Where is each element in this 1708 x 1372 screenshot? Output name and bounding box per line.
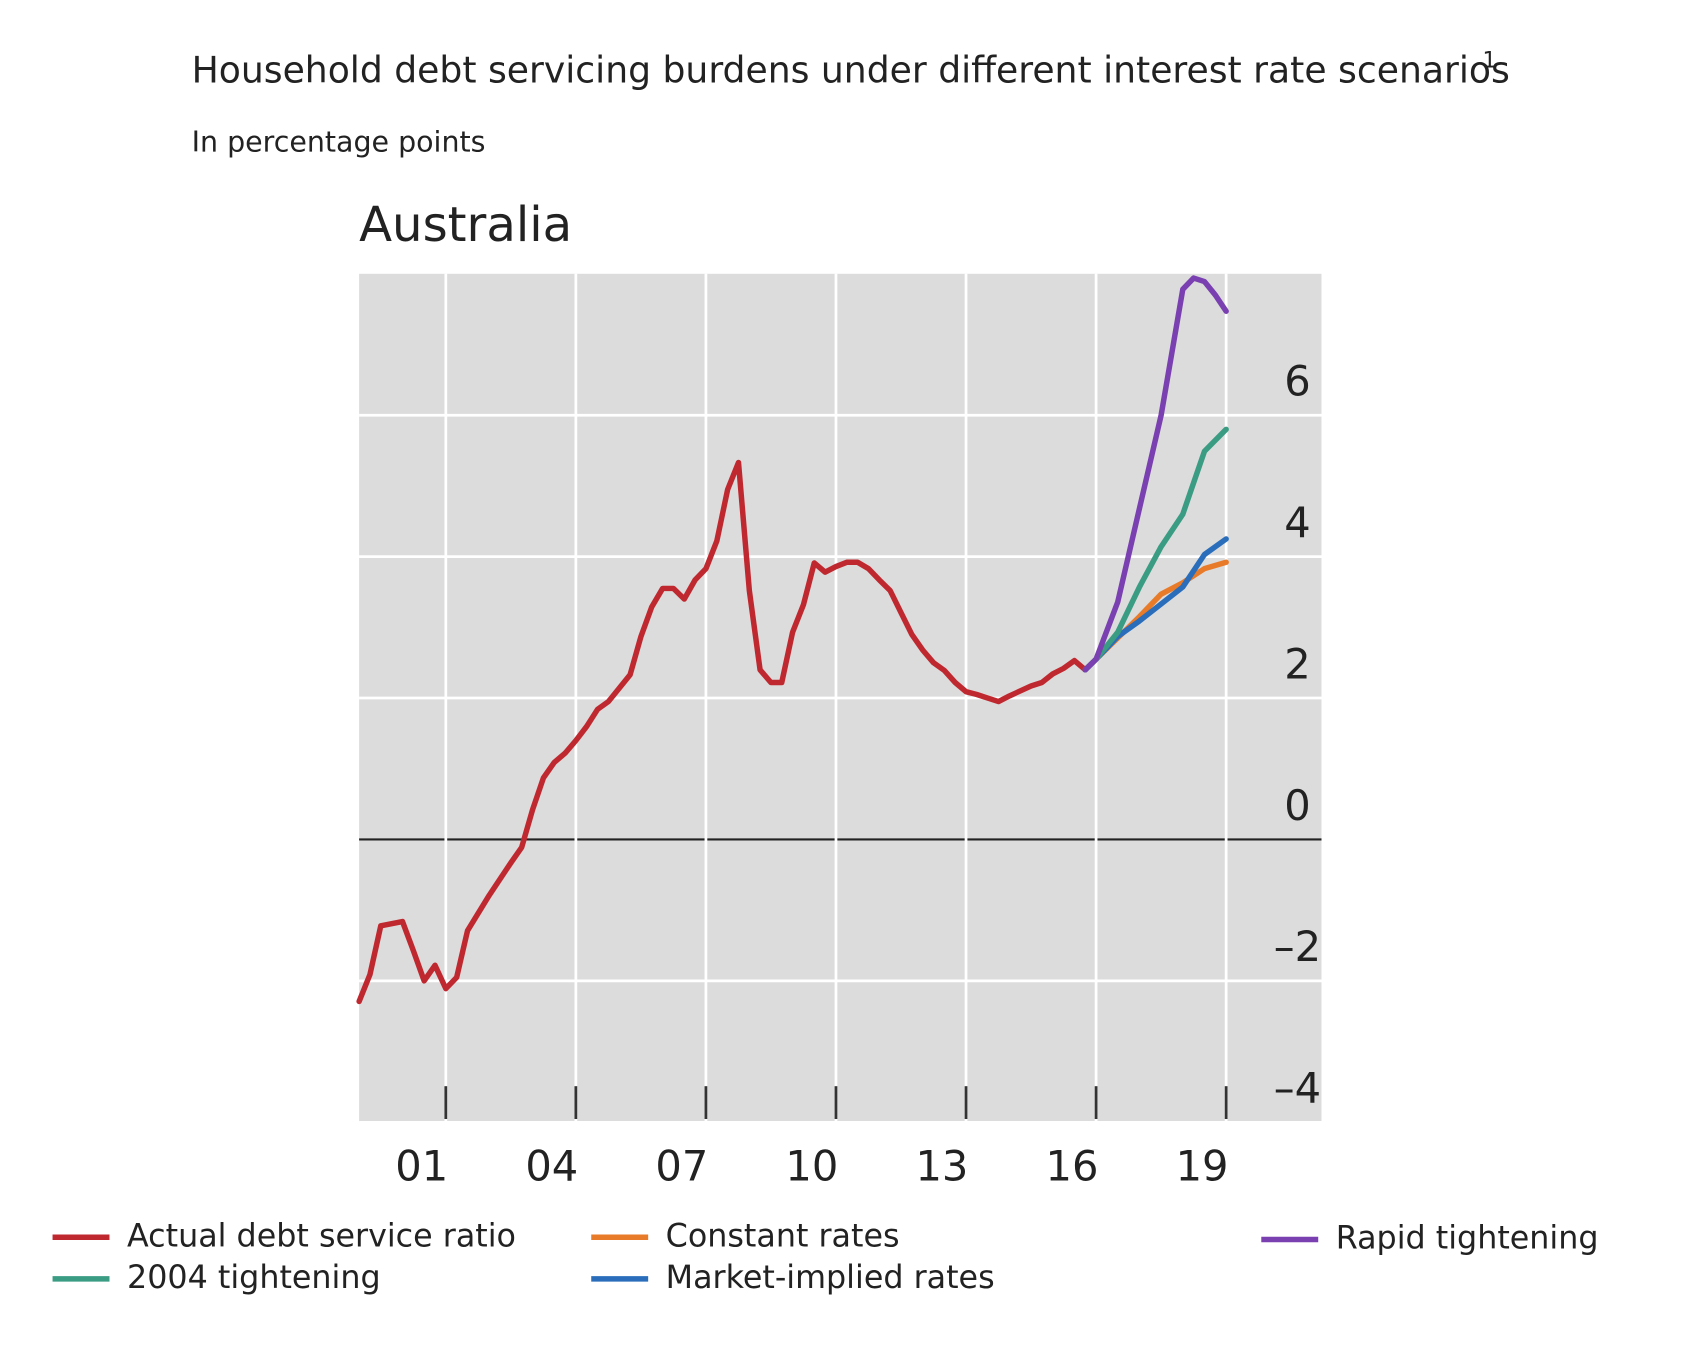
chart-title: Household debt servicing burdens under d… <box>192 48 1510 91</box>
legend-label: Actual debt service ratio <box>127 1218 516 1254</box>
panel-title: Australia <box>359 197 572 253</box>
y-tick-label: –2 <box>1274 922 1321 971</box>
y-tick-label: 2 <box>1284 639 1310 688</box>
title-note: 1 <box>1482 48 1496 73</box>
legend-label: Constant rates <box>666 1218 900 1254</box>
line-series <box>356 459 1088 1005</box>
legend-label: Rapid tightening <box>1336 1220 1599 1256</box>
x-tick-label: 19 <box>1176 1141 1229 1190</box>
x-tick-label: 16 <box>1046 1141 1099 1190</box>
y-tick-label: 6 <box>1284 357 1310 406</box>
x-tick-label: 01 <box>395 1141 448 1190</box>
y-tick-label: –4 <box>1274 1064 1321 1113</box>
y-tick-label: 4 <box>1284 498 1310 547</box>
legend-label: 2004 tightening <box>127 1260 381 1296</box>
chart-subtitle: In percentage points <box>192 125 486 158</box>
x-tick-label: 04 <box>525 1141 578 1190</box>
x-tick-label: 07 <box>655 1141 708 1190</box>
x-tick-label: 10 <box>785 1141 838 1190</box>
legend-label: Market-implied rates <box>666 1260 995 1296</box>
line-series <box>1082 275 1229 673</box>
x-tick-label: 13 <box>915 1141 968 1190</box>
y-tick-label: 0 <box>1284 781 1310 830</box>
